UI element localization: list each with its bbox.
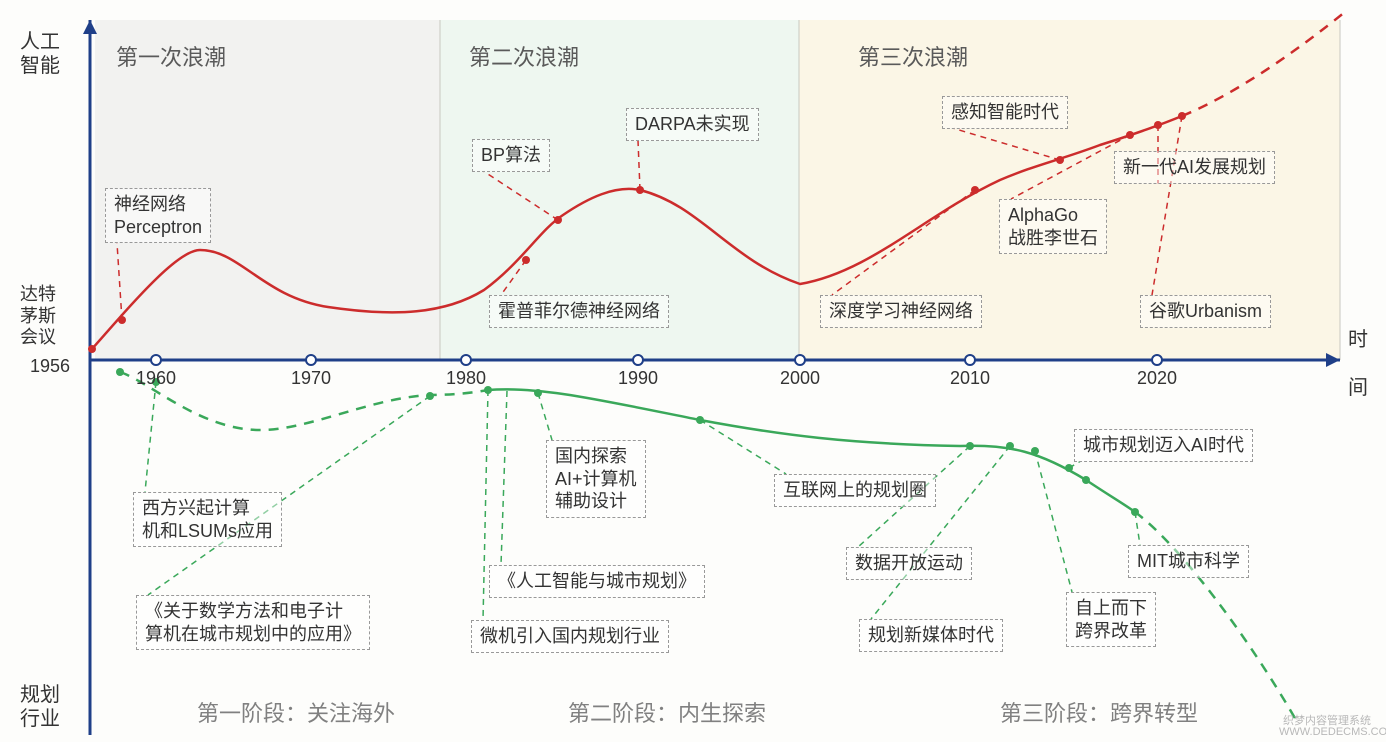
plan-callout: 自上而下 跨界改革 bbox=[1066, 592, 1156, 647]
x-axis-label: 时 间 bbox=[1348, 328, 1368, 400]
plan-callout: 城市规划迈入AI时代 bbox=[1074, 429, 1253, 462]
ai-callout: AlphaGo 战胜李世石 bbox=[999, 199, 1107, 254]
wave-label: 第一次浪潮 bbox=[116, 40, 226, 72]
ai-callout: BP算法 bbox=[472, 139, 550, 172]
ai-callout: 谷歌Urbanism bbox=[1140, 295, 1271, 328]
ai-callout: 新一代AI发展规划 bbox=[1114, 151, 1275, 184]
x-tick-label: 1990 bbox=[618, 368, 658, 389]
plan-callout: 规划新媒体时代 bbox=[859, 619, 1003, 652]
timeline-diagram: 1960 1970 1980 1990 2000 2010 2020 神经网络 Percept… bbox=[0, 0, 1386, 742]
x-tick-label: 1970 bbox=[291, 368, 331, 389]
y-axis-label-bottom: 规划 行业 bbox=[20, 683, 60, 731]
ai-callout: DARPA未实现 bbox=[626, 108, 759, 141]
plan-callout: 《人工智能与城市规划》 bbox=[489, 565, 705, 598]
wave-label: 第二次浪潮 bbox=[469, 40, 579, 72]
x-tick-label: 1980 bbox=[446, 368, 486, 389]
ai-callout: 霍普菲尔德神经网络 bbox=[489, 295, 669, 328]
stage-label: 第三阶段：跨界转型 bbox=[1000, 696, 1198, 728]
x-tick-label: 1960 bbox=[136, 368, 176, 389]
plan-callout: 互联网上的规划圈 bbox=[774, 474, 936, 507]
plan-callout: 西方兴起计算 机和LSUMs应用 bbox=[133, 492, 282, 547]
plan-callout: MIT城市科学 bbox=[1128, 545, 1249, 578]
x-tick-label: 2000 bbox=[780, 368, 820, 389]
ai-callout: 感知智能时代 bbox=[942, 96, 1068, 129]
ai-callout: 深度学习神经网络 bbox=[820, 295, 982, 328]
ai-callout: 神经网络 Perceptron bbox=[105, 188, 211, 243]
watermark-line2: WWW.DEDECMS.COM bbox=[1279, 726, 1386, 738]
x-tick-label: 2020 bbox=[1137, 368, 1177, 389]
stage-label: 第二阶段：内生探索 bbox=[568, 696, 766, 728]
wave-label: 第三次浪潮 bbox=[858, 40, 968, 72]
plan-callout: 微机引入国内规划行业 bbox=[471, 620, 669, 653]
y-axis-label-top: 人工 智能 bbox=[20, 30, 60, 78]
origin-label: 达特 茅斯 会议 bbox=[20, 284, 56, 349]
plan-callout: 数据开放运动 bbox=[846, 547, 972, 580]
x-tick-label: 2010 bbox=[950, 368, 990, 389]
plan-callout: 国内探索 AI+计算机 辅助设计 bbox=[546, 440, 646, 518]
origin-year: 1956 bbox=[30, 356, 70, 378]
plan-callout: 《关于数学方法和电子计 算机在城市规划中的应用》 bbox=[136, 595, 370, 650]
stage-label: 第一阶段：关注海外 bbox=[197, 696, 395, 728]
